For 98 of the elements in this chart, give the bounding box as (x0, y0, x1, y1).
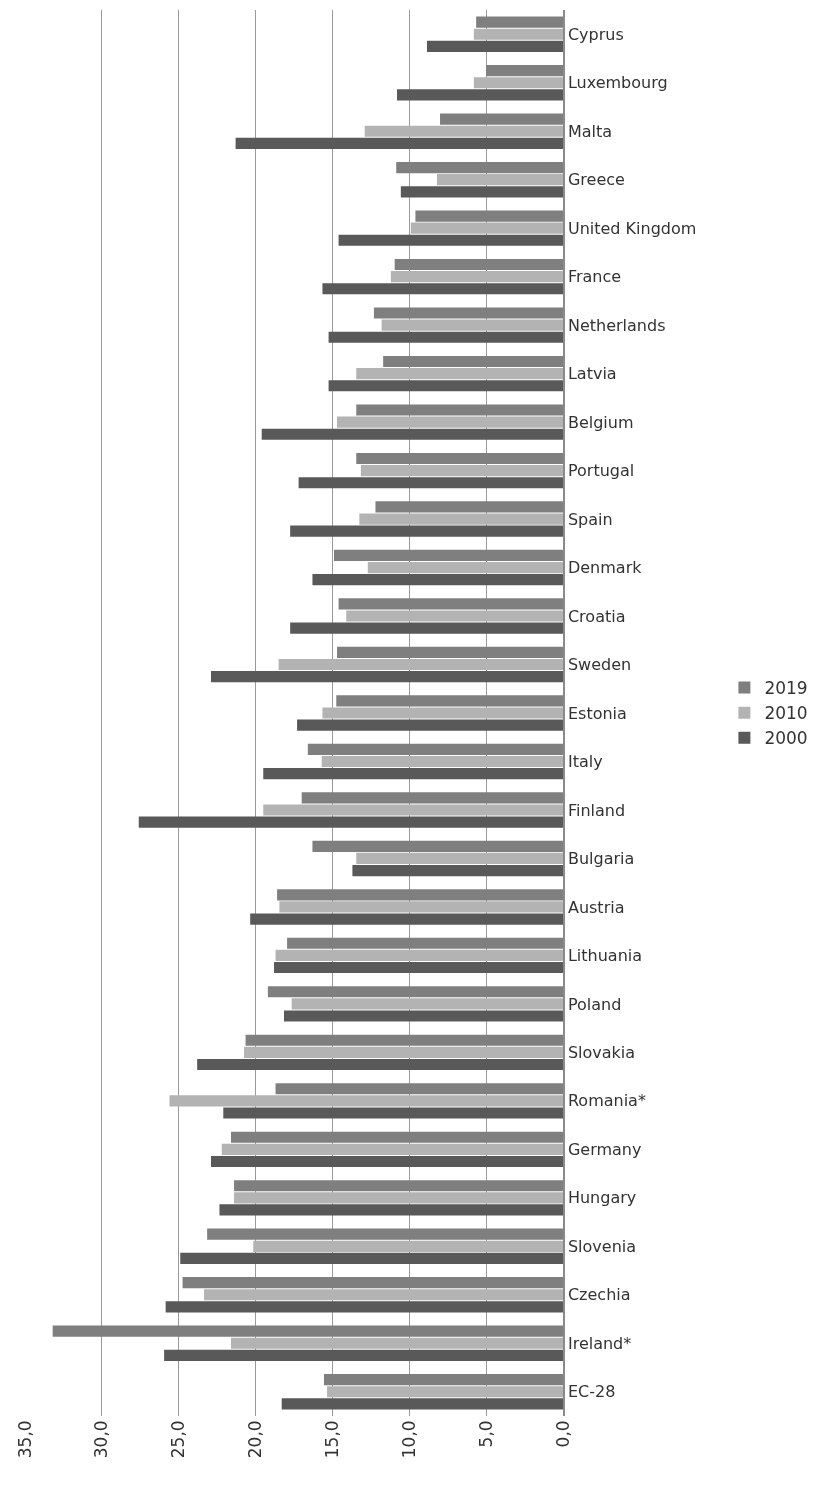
y-tick-label: Slovakia (567, 1042, 636, 1062)
y-tick-label: Estonia (567, 703, 627, 723)
y-tick-label: Czechia (567, 1285, 631, 1305)
bar (291, 998, 563, 1010)
y-tick-label: Portugal (567, 461, 635, 481)
bar (263, 768, 563, 780)
bar (230, 1337, 563, 1349)
bar (436, 174, 563, 186)
bar (346, 610, 563, 622)
bar (359, 513, 563, 525)
y-tick-label: France (567, 267, 622, 287)
bar (274, 961, 563, 974)
y-tick-label: Cyprus (567, 24, 624, 44)
bar (234, 1192, 563, 1204)
bar (322, 707, 563, 719)
x-tick-label: 20,0 (245, 1420, 266, 1459)
x-tick-label: 25,0 (168, 1420, 189, 1459)
bar (197, 1058, 563, 1071)
bar (426, 40, 563, 52)
y-tick-label: Sweden (567, 655, 632, 675)
x-tick-label: 35,0 (14, 1420, 35, 1459)
y-tick-label: Belgium (567, 412, 634, 432)
x-tick-label: 15,0 (321, 1420, 342, 1459)
bar (284, 1010, 563, 1022)
bar (328, 331, 563, 343)
bar (390, 271, 563, 283)
y-tick-label: Ireland* (567, 1333, 632, 1353)
bar (210, 1155, 563, 1168)
bar (290, 525, 563, 537)
bar (367, 561, 563, 574)
y-tick-label: Austria (567, 897, 625, 917)
y-tick-label: Italy (567, 752, 603, 772)
bar (223, 1107, 563, 1119)
y-tick-label: Luxembourg (567, 73, 668, 93)
legend-label: 2000 (764, 728, 808, 749)
bar (312, 574, 563, 586)
y-tick-label: Spain (567, 509, 613, 529)
bar (169, 1095, 563, 1107)
bar (381, 319, 563, 331)
bar (400, 186, 563, 198)
x-tick-label: 10,0 (398, 1420, 419, 1459)
bar (204, 1289, 563, 1301)
bar (253, 1240, 563, 1252)
bar (263, 804, 563, 816)
bar (410, 222, 563, 234)
y-tick-label: Denmark (567, 558, 643, 578)
bar (396, 89, 563, 101)
bar (321, 755, 563, 768)
bar (290, 622, 563, 634)
x-tick-label: 0,0 (552, 1420, 573, 1448)
bar (297, 719, 563, 731)
bar (328, 380, 563, 392)
x-tick-label: 30,0 (91, 1420, 112, 1459)
y-tick-label: Germany (567, 1139, 642, 1159)
bar (164, 1349, 563, 1361)
bar (221, 1143, 563, 1155)
y-tick-label: Greece (567, 170, 625, 190)
bar (473, 77, 563, 89)
x-tick-label: 5,0 (475, 1420, 496, 1448)
bar (281, 1398, 563, 1410)
bar (278, 658, 563, 671)
y-tick-label: Finland (567, 800, 626, 820)
bar (250, 913, 563, 925)
y-tick-label: Hungary (567, 1188, 637, 1208)
bar (360, 465, 563, 477)
bar (327, 1386, 563, 1398)
bar (356, 852, 563, 865)
y-tick-label: Croatia (567, 606, 626, 626)
bar (138, 816, 563, 828)
y-tick-label: Slovenia (567, 1236, 637, 1256)
y-tick-label: United Kingdom (567, 218, 697, 238)
y-tick-label: Poland (567, 994, 622, 1014)
bar (261, 428, 563, 440)
bar (210, 671, 563, 683)
y-tick-label: Romania* (567, 1091, 646, 1111)
bar (244, 1046, 563, 1058)
bar (337, 416, 563, 428)
bar (180, 1252, 563, 1265)
bar (275, 949, 563, 961)
legend-label: 2019 (764, 678, 808, 699)
bar (473, 28, 563, 40)
bar (298, 477, 563, 489)
bar (364, 125, 563, 137)
bar (352, 864, 563, 877)
bar (356, 368, 563, 380)
y-tick-label: Latvia (567, 364, 617, 384)
legend-label: 2010 (764, 703, 808, 724)
bar (322, 283, 563, 295)
bar (235, 137, 563, 149)
bar (219, 1204, 563, 1216)
bar (165, 1301, 563, 1313)
bar (338, 234, 563, 246)
bar (279, 901, 563, 913)
y-tick-label: EC-28 (567, 1382, 616, 1402)
y-tick-label: Malta (567, 121, 613, 141)
y-tick-label: Netherlands (567, 315, 666, 335)
y-tick-label: Bulgaria (567, 849, 635, 869)
y-tick-label: Lithuania (567, 946, 643, 966)
